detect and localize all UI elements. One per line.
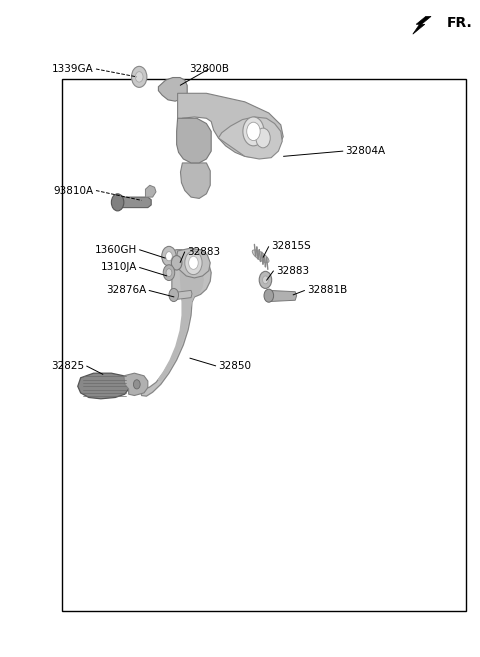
Bar	[62, 79, 466, 611]
Polygon shape	[124, 373, 148, 396]
Polygon shape	[176, 248, 210, 278]
Text: 32883: 32883	[276, 265, 309, 276]
Polygon shape	[180, 163, 210, 198]
Polygon shape	[413, 16, 431, 34]
Polygon shape	[178, 93, 283, 158]
Circle shape	[133, 380, 140, 389]
Circle shape	[166, 252, 172, 261]
Text: 93810A: 93810A	[53, 185, 94, 196]
Text: 1339GA: 1339GA	[52, 64, 94, 74]
Circle shape	[189, 256, 198, 269]
Circle shape	[111, 194, 124, 211]
Text: 1310JA: 1310JA	[100, 262, 137, 273]
Circle shape	[171, 256, 182, 270]
Circle shape	[185, 251, 202, 275]
Circle shape	[135, 72, 143, 82]
Text: FR.: FR.	[446, 16, 472, 30]
Text: 32881B: 32881B	[307, 285, 348, 296]
Text: 32804A: 32804A	[346, 146, 386, 156]
Circle shape	[169, 288, 179, 302]
Polygon shape	[218, 117, 282, 159]
Circle shape	[264, 289, 274, 302]
Polygon shape	[267, 290, 297, 302]
Ellipse shape	[252, 250, 269, 263]
Polygon shape	[177, 118, 211, 163]
Text: 1360GH: 1360GH	[95, 244, 137, 255]
Polygon shape	[116, 197, 151, 208]
Circle shape	[162, 246, 176, 266]
Circle shape	[132, 66, 147, 87]
Polygon shape	[158, 78, 187, 101]
Polygon shape	[140, 250, 211, 396]
Circle shape	[243, 117, 264, 146]
Polygon shape	[145, 185, 156, 197]
Polygon shape	[174, 290, 192, 300]
Text: 32800B: 32800B	[189, 64, 229, 74]
Text: 32825: 32825	[51, 361, 84, 371]
Text: 32815S: 32815S	[271, 241, 311, 252]
Text: 32850: 32850	[218, 361, 252, 371]
Circle shape	[166, 269, 172, 277]
Circle shape	[247, 122, 260, 141]
Polygon shape	[157, 256, 204, 381]
Circle shape	[259, 271, 272, 288]
Circle shape	[256, 128, 270, 148]
Text: 32876A: 32876A	[106, 285, 146, 296]
Circle shape	[163, 265, 175, 281]
Polygon shape	[78, 373, 129, 399]
Circle shape	[263, 276, 268, 284]
Text: 32883: 32883	[187, 246, 220, 257]
